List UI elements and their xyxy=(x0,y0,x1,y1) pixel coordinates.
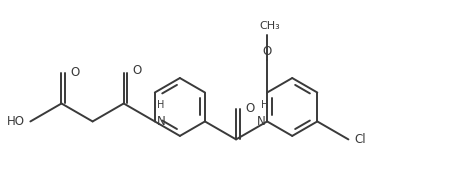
Text: CH₃: CH₃ xyxy=(259,21,279,31)
Text: Cl: Cl xyxy=(354,133,365,146)
Text: N: N xyxy=(256,115,265,128)
Text: O: O xyxy=(132,64,142,77)
Text: H: H xyxy=(157,100,164,110)
Text: N: N xyxy=(157,115,165,128)
Text: H: H xyxy=(261,100,268,110)
Text: O: O xyxy=(70,66,79,79)
Text: O: O xyxy=(262,45,271,58)
Text: HO: HO xyxy=(6,115,24,128)
Text: O: O xyxy=(245,102,254,115)
